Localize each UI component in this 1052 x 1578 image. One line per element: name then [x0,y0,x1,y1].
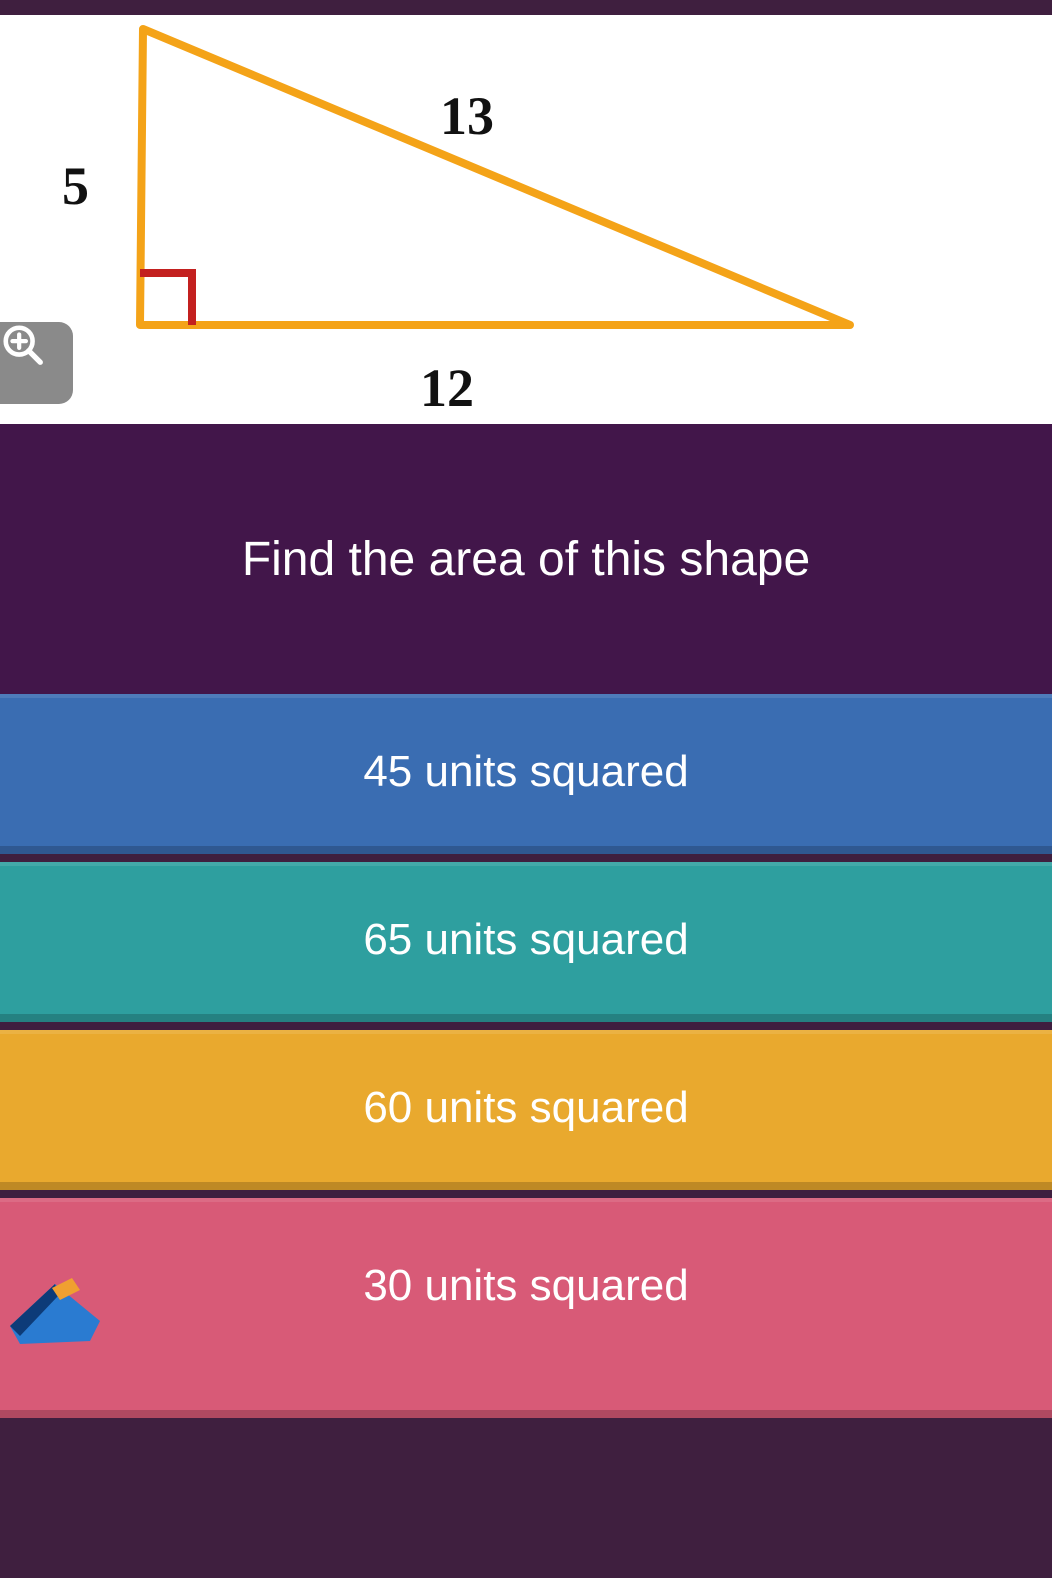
zoom-in-icon [0,322,46,368]
answer-label: 30 units squared [363,1261,688,1311]
question-text: Find the area of this shape [242,532,810,587]
question-image: 5 13 12 [0,15,1052,424]
right-angle-marker [140,273,192,325]
answer-option-2[interactable]: 65 units squared [0,862,1052,1022]
side-label-base: 12 [420,357,474,419]
answer-label: 60 units squared [363,1083,688,1133]
triangle-outline [140,29,850,325]
zoom-in-button[interactable] [0,322,73,404]
answer-option-4[interactable]: 30 units squared [0,1198,1052,1418]
answer-label: 45 units squared [363,747,688,797]
triangle-svg [0,15,1052,424]
question-text-area: Find the area of this shape [0,424,1052,694]
answer-option-1[interactable]: 45 units squared [0,694,1052,854]
side-label-hypotenuse: 13 [440,85,494,147]
answers-list: 45 units squared 65 units squared 60 uni… [0,694,1052,1418]
answer-label: 65 units squared [363,915,688,965]
top-bar [0,0,1052,15]
side-label-a: 5 [62,155,89,217]
answer-option-3[interactable]: 60 units squared [0,1030,1052,1190]
